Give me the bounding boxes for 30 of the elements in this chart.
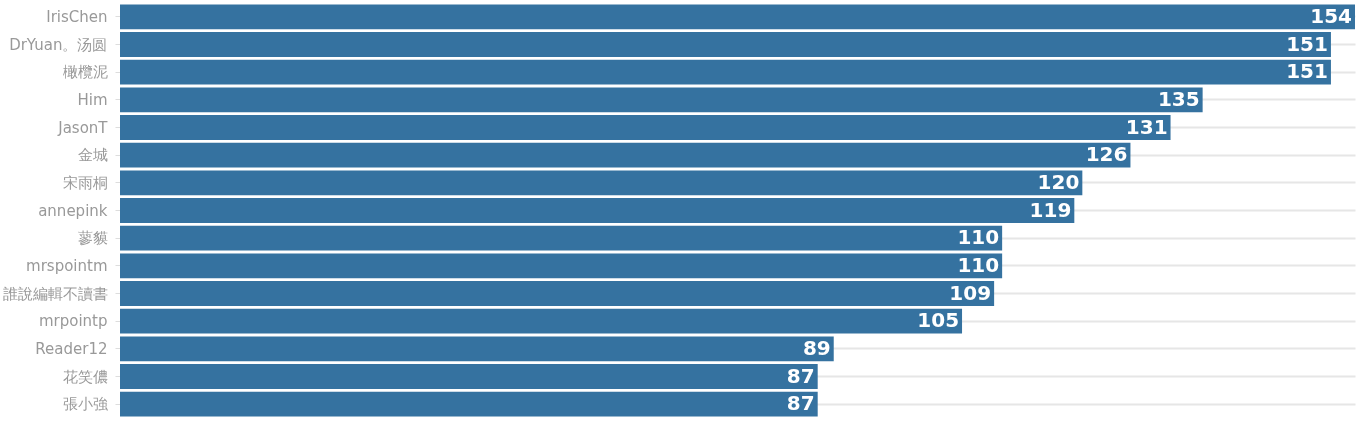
y-tick-label: JasonT — [57, 118, 109, 137]
data-label: 154 — [1310, 3, 1352, 28]
y-tick-label: 誰說編輯不讀書 — [2, 284, 108, 303]
data-label: 119 — [1029, 197, 1072, 222]
y-tick-label: 花笑儂 — [62, 367, 108, 386]
data-label: 89 — [802, 335, 831, 360]
data-label: 151 — [1286, 59, 1328, 84]
data-label: 151 — [1286, 31, 1328, 56]
data-label: 105 — [917, 308, 960, 333]
y-tick-label: 蓼貘 — [77, 229, 108, 248]
data-label: 126 — [1085, 142, 1128, 167]
data-label: 110 — [957, 225, 1000, 250]
data-label: 87 — [786, 363, 815, 388]
y-tick-label: Reader12 — [35, 339, 108, 358]
y-tick-label: 橄欖泥 — [62, 63, 108, 82]
data-label: 120 — [1037, 169, 1080, 194]
y-tick-label: mrspointm — [26, 256, 108, 275]
data-label: 135 — [1157, 86, 1200, 111]
y-tick-label: DrYuan。汤圆 — [9, 35, 108, 54]
data-label: 110 — [957, 252, 1000, 277]
data-label: 87 — [786, 391, 815, 416]
data-label: 131 — [1125, 114, 1168, 139]
y-tick-label: mrpointp — [38, 312, 108, 331]
data-label: 109 — [949, 280, 992, 305]
y-tick-label: Him — [77, 90, 108, 109]
y-tick-label: 宋雨桐 — [62, 173, 108, 192]
y-tick-label: 金城 — [77, 146, 108, 165]
y-tick-label: 張小強 — [62, 395, 108, 414]
y-tick-label: IrisChen — [46, 7, 108, 26]
y-tick-label: annepink — [38, 201, 108, 220]
